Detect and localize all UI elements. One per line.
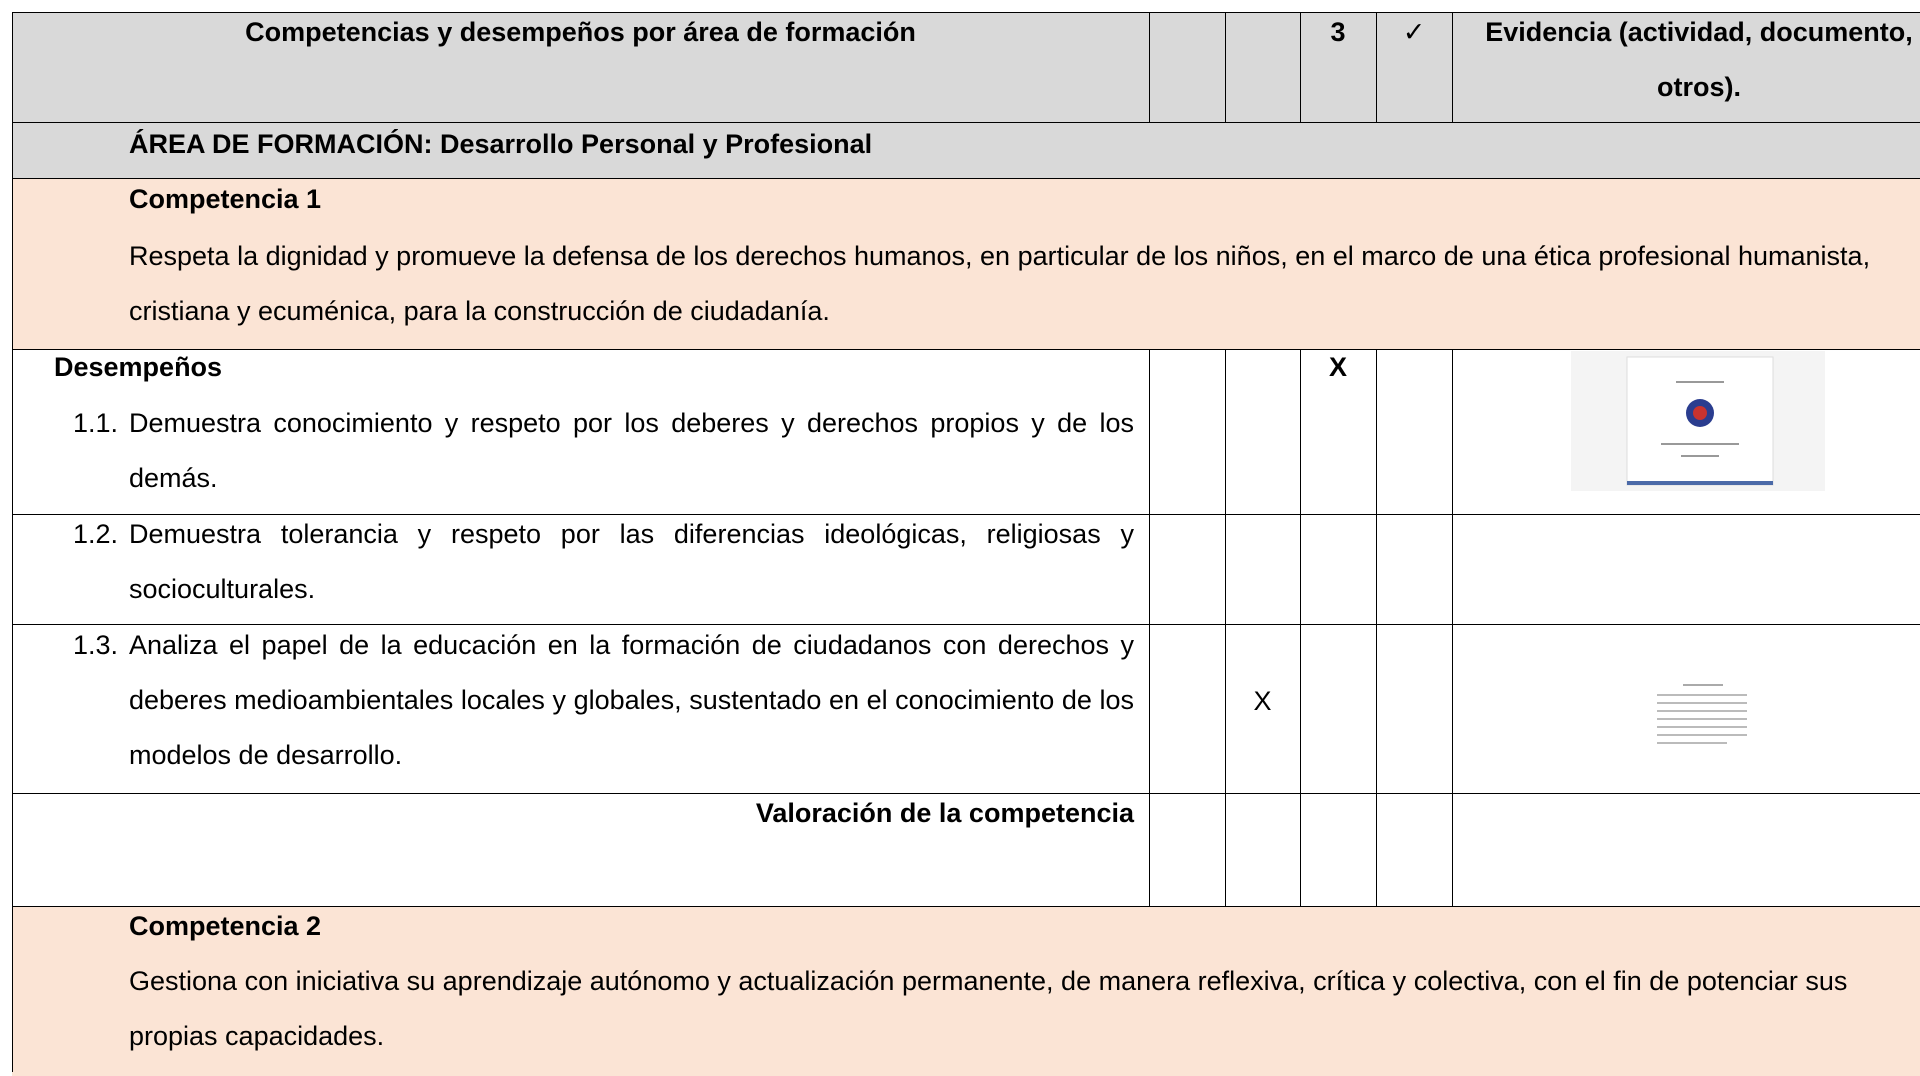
competency-description: Respeta la dignidad y promueve la defens… <box>129 241 1871 326</box>
competency-background <box>12 178 1920 349</box>
table-rule <box>12 122 1920 123</box>
thumbnail-logo <box>1693 406 1707 420</box>
table-rule <box>1225 349 1226 906</box>
thumbnail-line <box>1627 481 1773 485</box>
evidence-thumbnail <box>1571 351 1825 491</box>
item-text: Demuestra tolerancia y respeto por las d… <box>129 519 1134 604</box>
thumbnail-line <box>1661 443 1739 445</box>
table-rule <box>1149 12 1150 122</box>
table-rule <box>12 12 13 1072</box>
thumbnail-line <box>1681 455 1719 457</box>
item-text: Analiza el papel de la educación en la f… <box>129 630 1134 770</box>
table-rule <box>12 906 1920 907</box>
table-rule <box>1225 12 1226 122</box>
item-number: 1.3. <box>73 630 119 660</box>
evidence-thumbnail <box>1657 684 1747 744</box>
competency-rating: Valoración de la competencia <box>755 798 1134 828</box>
header-evidence: Evidencia (actividad, documento, otros). <box>1485 17 1913 102</box>
thumbnail-line <box>1657 710 1747 712</box>
table-rule <box>12 178 1920 179</box>
header-title: Competencias y desempeños por área de fo… <box>245 17 916 47</box>
item-mark: X <box>1328 352 1347 382</box>
thumbnail-line <box>1676 381 1724 383</box>
header-background <box>12 12 1920 178</box>
item-number: 1.2. <box>73 519 119 549</box>
header-check: ✓ <box>1402 17 1426 47</box>
thumbnail-line <box>1657 742 1727 744</box>
table-rule <box>1376 349 1377 906</box>
item-number: 1.1. <box>73 408 119 438</box>
table-rule <box>12 624 1920 625</box>
performance-label: Desempeños <box>54 352 223 382</box>
area-title: ÁREA DE FORMACIÓN: Desarrollo Personal y… <box>129 129 873 159</box>
table-rule <box>1376 12 1377 122</box>
table-rule <box>12 514 1920 515</box>
thumbnail-line <box>1657 702 1747 704</box>
table-rule <box>1452 12 1453 122</box>
competency-description: Gestiona con iniciativa su aprendizaje a… <box>129 966 1848 1051</box>
competency-background <box>12 906 1920 1076</box>
header-score: 3 <box>1330 17 1346 47</box>
item-text: Demuestra conocimiento y respeto por los… <box>129 408 1134 493</box>
table-rule <box>12 793 1920 794</box>
table-rule <box>1300 12 1301 122</box>
table-rule <box>1149 349 1150 906</box>
competency-title: Competencia 1 <box>129 184 322 214</box>
item-mark: X <box>1253 686 1272 716</box>
competency-title: Competencia 2 <box>129 911 322 941</box>
table-rule <box>12 12 1920 13</box>
thumbnail-line <box>1683 684 1723 686</box>
thumbnail-line <box>1657 726 1747 728</box>
thumbnail-line <box>1657 694 1747 696</box>
thumbnail-line <box>1657 718 1747 720</box>
table-rule <box>1452 349 1453 906</box>
thumbnail-line <box>1657 734 1747 736</box>
table-rule <box>1300 349 1301 906</box>
table-rule <box>12 349 1920 350</box>
